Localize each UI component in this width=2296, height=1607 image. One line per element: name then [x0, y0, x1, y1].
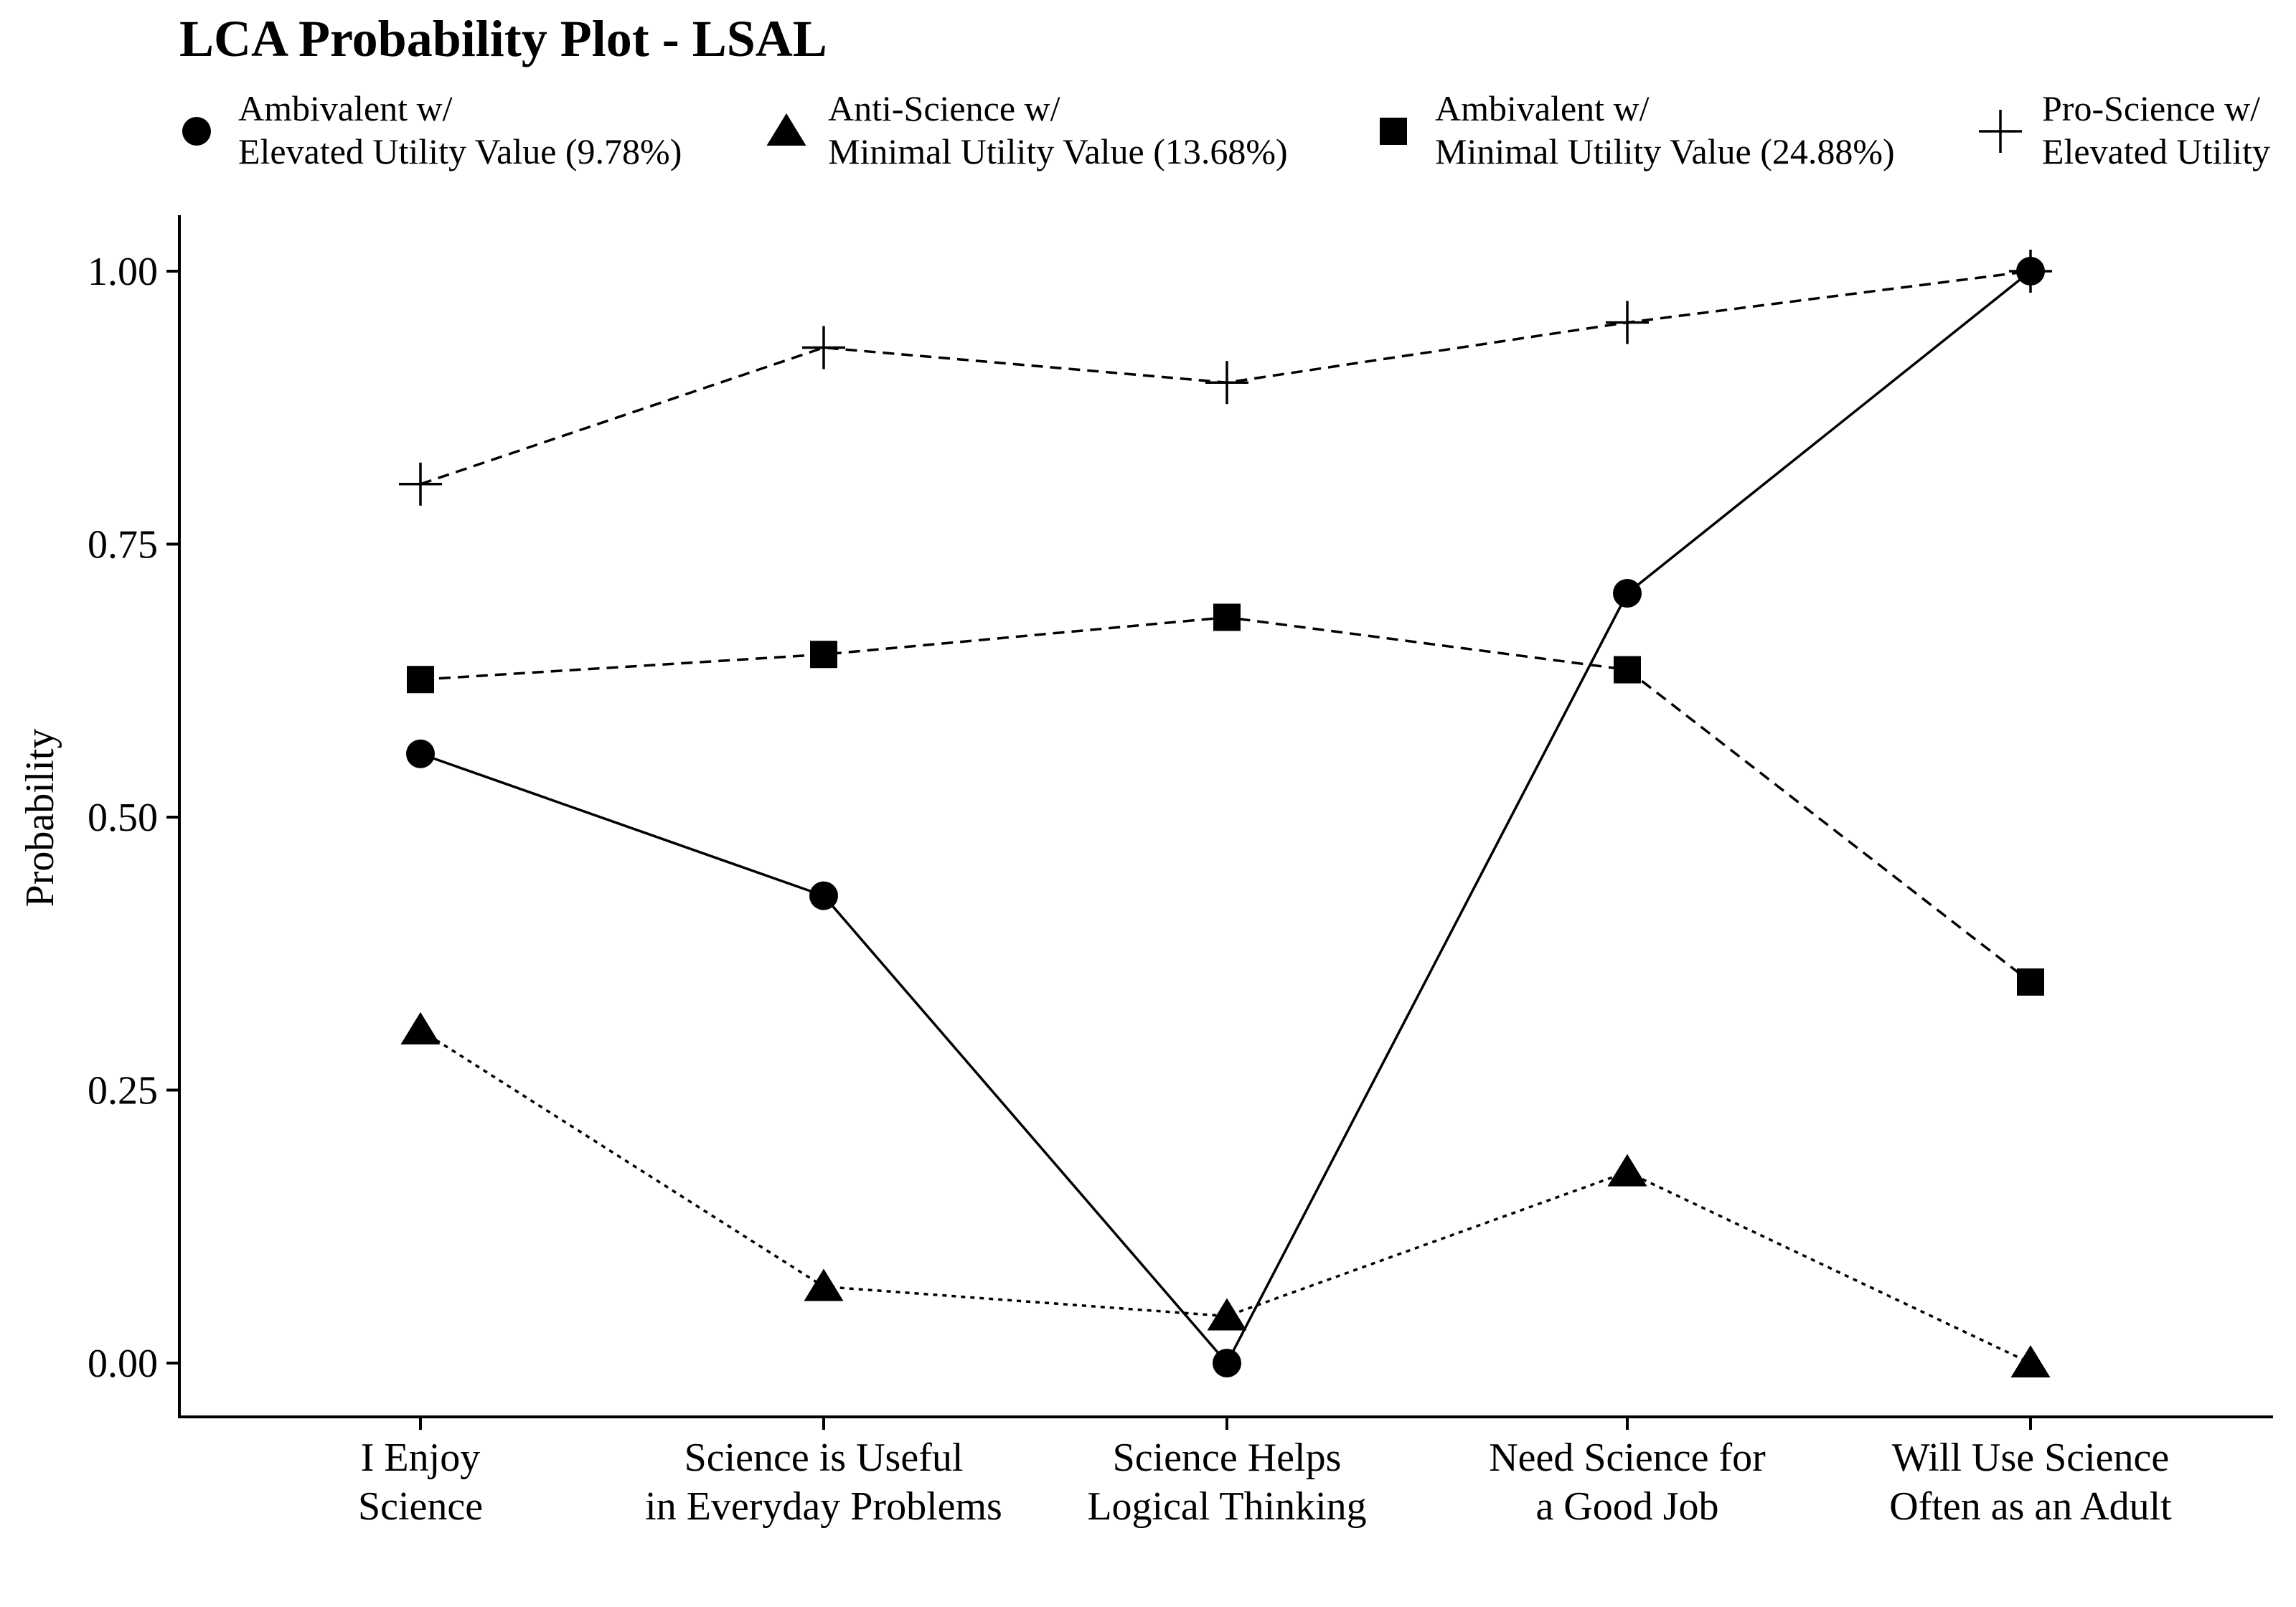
legend-label-3: Ambivalent w/Minimal Utility Value (24.8… — [1435, 88, 1895, 171]
chart-title: LCA Probability Plot - LSAL — [179, 10, 827, 67]
x-tick-label: I Enjoy Science — [358, 1436, 483, 1529]
series-1-point — [809, 881, 838, 910]
y-tick-label: 1.00 — [88, 250, 158, 294]
x-ticks: I Enjoy Science Science is Useful in Everyd… — [358, 1417, 2172, 1529]
series-3-point — [1614, 656, 1641, 684]
x-tick-label: Will Use Science Often as an Adult — [1889, 1436, 2172, 1529]
y-tick-label: 0.25 — [88, 1069, 158, 1113]
series-line-2 — [420, 1029, 2031, 1365]
series-4-point — [802, 326, 845, 369]
y-ticks: 0.00 0.25 0.50 0.75 1.00 — [88, 250, 179, 1386]
series-4-point — [399, 462, 442, 506]
series-3-point — [407, 666, 434, 694]
series-3-point — [810, 641, 837, 669]
series-1-point — [1213, 1349, 1241, 1377]
series-2-point — [1607, 1154, 1647, 1187]
series-markers — [399, 250, 2052, 1377]
y-tick-label: 0.00 — [88, 1342, 158, 1386]
series-3-point — [1213, 603, 1241, 631]
y-axis-title: Probability — [18, 729, 62, 908]
series-1-point — [406, 739, 435, 768]
legend-label-2: Anti-Science w/Minimal Utility Value (13… — [828, 88, 1288, 171]
series-4-point — [1606, 301, 1649, 344]
series-line-4 — [420, 270, 2031, 486]
series-4-point — [1205, 361, 1248, 405]
x-tick-label: Science Helps Logical Thinking — [1087, 1436, 1366, 1529]
x-tick-label: Science is Useful in Everyday Problems — [645, 1436, 1002, 1529]
legend-key-1 — [182, 117, 211, 146]
legend-label-1: Ambivalent w/Elevated Utility Value (9.7… — [238, 88, 682, 171]
series-2-point — [804, 1268, 844, 1301]
series-4-point — [2009, 250, 2052, 293]
series-1-point — [1613, 578, 1642, 608]
series-2-point — [1207, 1298, 1247, 1331]
series-line-1 — [420, 270, 2032, 1366]
legend-key-3 — [1380, 118, 1407, 145]
axes — [178, 215, 2273, 1418]
x-tick-label: Need Science for a Good Job — [1489, 1436, 1766, 1529]
legend-label-4: Pro-Science w/Elevated Utility — [2042, 88, 2270, 171]
y-tick-label: 0.50 — [88, 796, 158, 840]
series-2-point — [400, 1012, 441, 1045]
series-lines — [420, 270, 2032, 1366]
series-3-point — [2017, 968, 2044, 996]
series-line-3 — [420, 616, 2032, 984]
legend-key-4 — [1979, 110, 2022, 153]
series-2-point — [2010, 1345, 2051, 1377]
y-tick-label: 0.75 — [88, 523, 158, 567]
legend-key-2 — [766, 113, 806, 146]
legend: Ambivalent w/Elevated Utility Value (9.7… — [182, 88, 2270, 171]
